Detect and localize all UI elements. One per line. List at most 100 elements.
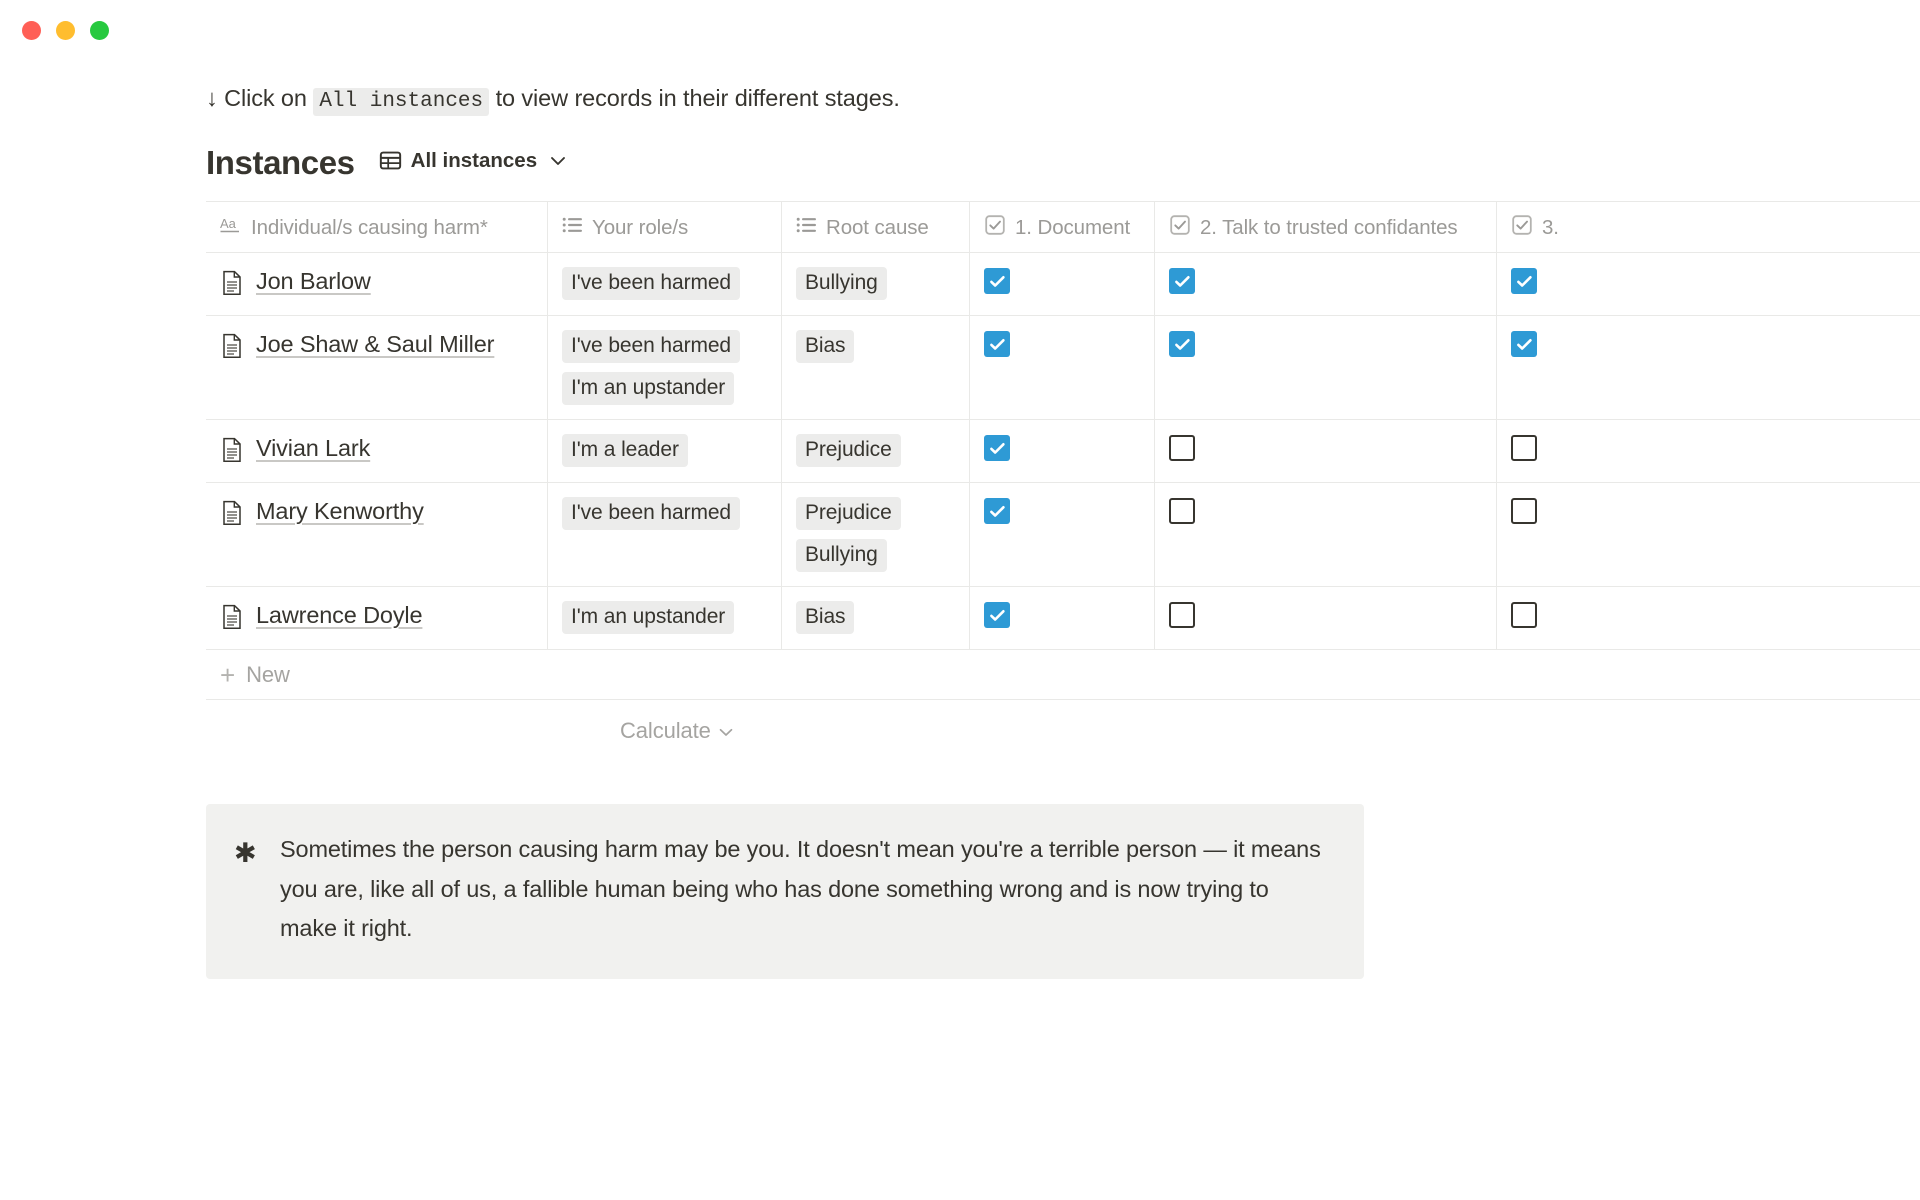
view-selector[interactable]: All instances: [379, 149, 567, 173]
page-content: ↓ Click on All instances to view records…: [0, 60, 1920, 1200]
cell-roles[interactable]: I've been harmed: [548, 253, 782, 315]
column-header-cause[interactable]: Root cause: [782, 202, 970, 254]
tag-list: Bullying: [796, 267, 887, 300]
page-document-icon: [220, 500, 244, 531]
page-document-icon: [220, 270, 244, 301]
checkbox-checked[interactable]: [984, 498, 1010, 524]
tag: I'm a leader: [562, 434, 688, 467]
callout-block: ✱ Sometimes the person causing harm may …: [206, 804, 1364, 979]
cell-talk-checkbox[interactable]: [1155, 587, 1497, 649]
inline-code-all-instances: All instances: [313, 88, 490, 116]
calculate-button[interactable]: Calculate: [548, 700, 734, 762]
tag-list: Bias: [796, 601, 855, 634]
cell-talk-checkbox[interactable]: [1155, 316, 1497, 419]
record-title[interactable]: Jon Barlow: [256, 268, 371, 294]
tag: I've been harmed: [562, 330, 741, 363]
cell-document-checkbox[interactable]: [970, 420, 1155, 482]
checkbox-unchecked[interactable]: [1169, 602, 1195, 628]
cell-document-checkbox[interactable]: [970, 483, 1155, 586]
cell-document-checkbox[interactable]: [970, 253, 1155, 315]
new-row-label: New: [246, 661, 290, 687]
tag: I'm an upstander: [562, 372, 735, 405]
page-document-icon: [220, 437, 244, 468]
new-row-button[interactable]: + New: [206, 650, 1920, 700]
cell-name[interactable]: Vivian Lark: [206, 420, 548, 482]
record-title[interactable]: Mary Kenworthy: [256, 498, 424, 524]
cell-talk-checkbox[interactable]: [1155, 253, 1497, 315]
checkbox-unchecked[interactable]: [1169, 435, 1195, 461]
table-header-row: Aa Individual/s causing harm*: [206, 201, 1920, 254]
cell-name[interactable]: Mary Kenworthy: [206, 483, 548, 586]
maximize-button[interactable]: [90, 21, 109, 40]
tag: I'm an upstander: [562, 601, 735, 634]
tag-list: I've been harmed I'm an upstander: [562, 330, 741, 405]
tag-list: I've been harmed: [562, 497, 741, 530]
cell-causes[interactable]: Bias: [782, 316, 970, 419]
record-title[interactable]: Lawrence Doyle: [256, 602, 423, 628]
table-row[interactable]: Lawrence Doyle I'm an upstander Bias: [206, 587, 1920, 650]
column-header-name[interactable]: Aa Individual/s causing harm*: [206, 202, 548, 254]
cell-roles[interactable]: I'm a leader: [548, 420, 782, 482]
record-title[interactable]: Joe Shaw & Saul Miller: [256, 331, 495, 357]
checkbox-unchecked[interactable]: [1511, 435, 1537, 461]
checkbox-unchecked[interactable]: [1511, 498, 1537, 524]
cell-talk-checkbox[interactable]: [1155, 483, 1497, 586]
table-row[interactable]: Jon Barlow I've been harmed Bullying: [206, 253, 1920, 316]
window-titlebar: [0, 0, 1920, 60]
checkbox-unchecked[interactable]: [1169, 498, 1195, 524]
tag-list: Prejudice Bullying: [796, 497, 901, 572]
table-row[interactable]: Joe Shaw & Saul Miller I've been harmed …: [206, 316, 1920, 420]
checkbox-checked[interactable]: [1511, 268, 1537, 294]
cell-roles[interactable]: I've been harmed I'm an upstander: [548, 316, 782, 419]
cell-roles[interactable]: I'm an upstander: [548, 587, 782, 649]
multi-select-icon: [796, 216, 817, 240]
instances-table: Aa Individual/s causing harm*: [206, 201, 1920, 762]
plus-icon: +: [220, 659, 236, 690]
cell-causes[interactable]: Prejudice: [782, 420, 970, 482]
cell-three-checkbox[interactable]: [1497, 587, 1920, 649]
checkbox-checked[interactable]: [1511, 331, 1537, 357]
tag: I've been harmed: [562, 497, 741, 530]
table-footer: Calculate: [206, 700, 1920, 762]
column-header-name-label: Individual/s causing harm*: [251, 216, 488, 239]
column-header-cause-label: Root cause: [826, 216, 929, 239]
checkbox-checked[interactable]: [984, 435, 1010, 461]
cell-three-checkbox[interactable]: [1497, 483, 1920, 586]
cell-causes[interactable]: Prejudice Bullying: [782, 483, 970, 586]
cell-name[interactable]: Joe Shaw & Saul Miller: [206, 316, 548, 419]
table-row[interactable]: Mary Kenworthy I've been harmed Prejudic…: [206, 483, 1920, 587]
column-header-three[interactable]: 3.: [1497, 202, 1920, 254]
cell-three-checkbox[interactable]: [1497, 420, 1920, 482]
page-title: Instances: [206, 144, 355, 181]
minimize-button[interactable]: [56, 21, 75, 40]
table-row[interactable]: Vivian Lark I'm a leader Prejudice: [206, 420, 1920, 483]
cell-name[interactable]: Jon Barlow: [206, 253, 548, 315]
checkbox-checked[interactable]: [1169, 331, 1195, 357]
cell-document-checkbox[interactable]: [970, 587, 1155, 649]
column-header-role[interactable]: Your role/s: [548, 202, 782, 254]
cell-causes[interactable]: Bias: [782, 587, 970, 649]
cell-name[interactable]: Lawrence Doyle: [206, 587, 548, 649]
cell-causes[interactable]: Bullying: [782, 253, 970, 315]
column-header-document[interactable]: 1. Document: [970, 202, 1155, 254]
chevron-down-icon: [549, 149, 567, 173]
checkbox-checked[interactable]: [984, 268, 1010, 294]
cell-three-checkbox[interactable]: [1497, 316, 1920, 419]
checkbox-checked[interactable]: [984, 331, 1010, 357]
column-header-talk[interactable]: 2. Talk to trusted confidantes: [1155, 202, 1497, 254]
record-title[interactable]: Vivian Lark: [256, 435, 371, 461]
close-button[interactable]: [22, 21, 41, 40]
tag: Bias: [796, 601, 855, 634]
checkbox-unchecked[interactable]: [1511, 602, 1537, 628]
cell-talk-checkbox[interactable]: [1155, 420, 1497, 482]
checkbox-checked[interactable]: [984, 602, 1010, 628]
tag: Bullying: [796, 267, 887, 300]
chevron-down-icon: [718, 718, 734, 744]
page-document-icon: [220, 333, 244, 364]
cell-roles[interactable]: I've been harmed: [548, 483, 782, 586]
cell-three-checkbox[interactable]: [1497, 253, 1920, 315]
cell-document-checkbox[interactable]: [970, 316, 1155, 419]
checkbox-checked[interactable]: [1169, 268, 1195, 294]
checkbox-icon: [1169, 214, 1191, 242]
checkbox-icon: [984, 214, 1006, 242]
